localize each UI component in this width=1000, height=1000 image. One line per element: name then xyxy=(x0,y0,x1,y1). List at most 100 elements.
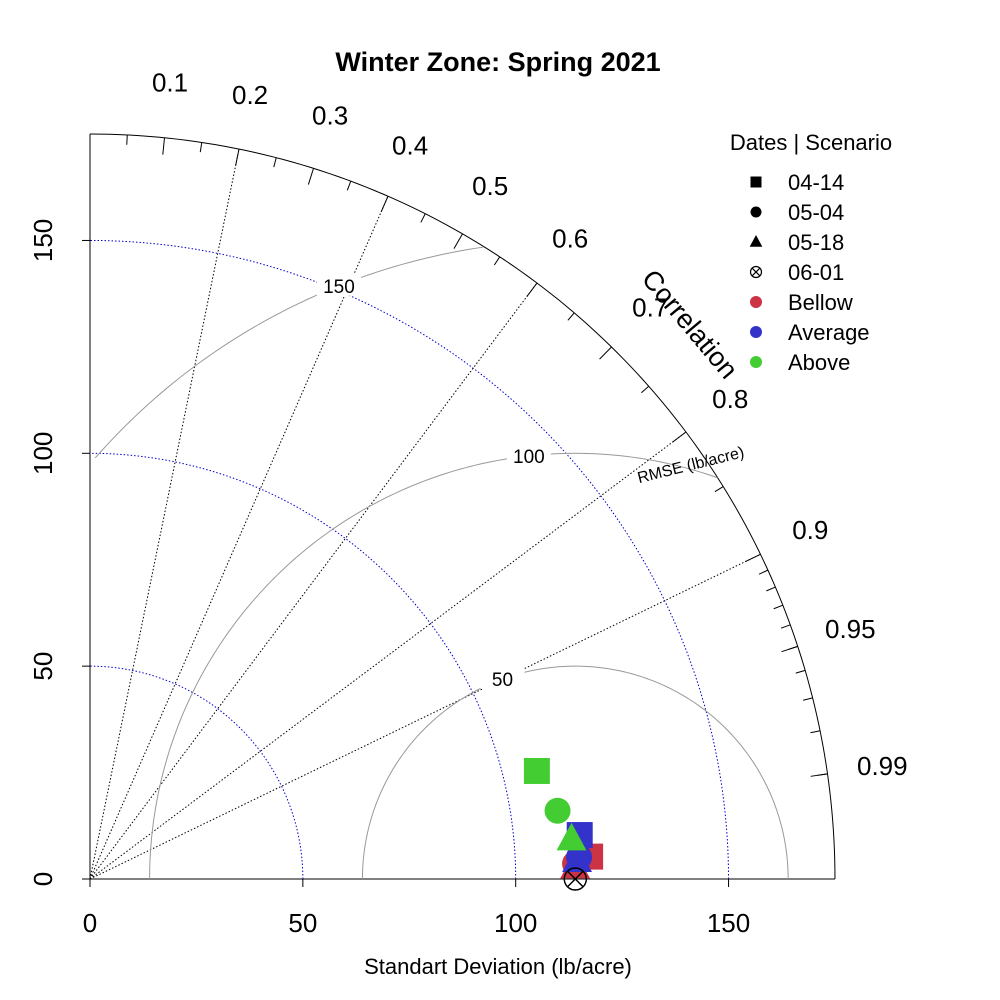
correlation-tick xyxy=(453,233,463,249)
legend-label: 06-01 xyxy=(788,260,844,285)
rmse-contour xyxy=(361,665,789,880)
sd-circle xyxy=(89,452,517,880)
rmse-contour xyxy=(149,452,718,880)
legend-label: 04-14 xyxy=(788,170,844,195)
correlation-tick xyxy=(641,385,650,394)
correlation-tick xyxy=(235,148,240,166)
legend-marker xyxy=(750,296,762,308)
marker-cross xyxy=(751,267,761,277)
grid-layer xyxy=(82,133,836,887)
correlation-tick xyxy=(420,213,426,223)
legend-marker xyxy=(750,206,762,218)
legend-entry: Above xyxy=(750,350,850,375)
legend-entry: 05-04 xyxy=(750,200,844,225)
correlation-tick xyxy=(346,180,352,191)
data-point xyxy=(563,867,587,891)
correlation-tick xyxy=(803,697,813,701)
rmse-label: RMSE (lb/acre) xyxy=(636,444,746,487)
correlation-tick xyxy=(307,168,314,185)
correlation-label: 0.6 xyxy=(552,224,588,254)
legend-marker xyxy=(749,235,763,247)
point-layer xyxy=(523,757,604,891)
x-tick-label: 100 xyxy=(494,908,537,938)
y-tick-label: 0 xyxy=(28,872,58,886)
correlation-arc-label: Correlation xyxy=(636,264,744,384)
correlation-gridline xyxy=(89,431,687,880)
sd-circle xyxy=(89,665,304,880)
legend-marker xyxy=(750,176,762,188)
correlation-label: 0.3 xyxy=(312,101,348,131)
correlation-label: 0.7 xyxy=(632,292,668,322)
correlation-label: 0.9 xyxy=(792,515,828,545)
correlation-tick xyxy=(817,773,828,776)
text-layer: Winter Zone: Spring 2021 Standart Deviat… xyxy=(28,47,908,979)
legend-entry: Average xyxy=(750,320,870,345)
legend-entry: 05-18 xyxy=(749,230,844,255)
rmse-contour xyxy=(94,246,484,459)
correlation-label: 0.5 xyxy=(472,171,508,201)
correlation-tick xyxy=(744,553,761,563)
legend-marker xyxy=(750,326,762,338)
correlation-tick xyxy=(795,669,806,674)
x-tick-label: 0 xyxy=(83,908,97,938)
legend-marker xyxy=(750,356,762,368)
correlation-label: 0.4 xyxy=(392,130,428,160)
x-tick-label: 50 xyxy=(288,908,317,938)
y-tick-label: 100 xyxy=(28,432,58,475)
correlation-tick xyxy=(810,730,821,734)
rmse-contour-label: 50 xyxy=(492,670,513,691)
data-point xyxy=(544,797,571,824)
marker-ring xyxy=(563,867,587,891)
correlation-tick xyxy=(493,256,501,266)
correlation-tick xyxy=(526,282,538,297)
outer-arc xyxy=(89,133,836,880)
marker-cross xyxy=(566,870,584,888)
legend-marker xyxy=(749,265,763,279)
legend-title: Dates | Scenario xyxy=(730,130,892,155)
correlation-tick xyxy=(199,142,203,153)
legend-label: 05-18 xyxy=(788,230,844,255)
rmse-label-bg xyxy=(480,666,525,689)
legend-label: 05-04 xyxy=(788,200,844,225)
correlation-tick xyxy=(380,196,389,213)
correlation-tick xyxy=(567,312,575,321)
y-tick-label: 150 xyxy=(28,219,58,262)
legend-entry: 06-01 xyxy=(749,260,844,285)
rmse-label-bg xyxy=(506,443,551,466)
legend-label: Bellow xyxy=(788,290,853,315)
legend-label: Average xyxy=(788,320,870,345)
legend: Dates | Scenario 04-14 05-04 05-18 06-01 Bel… xyxy=(730,130,892,375)
correlation-gridline xyxy=(89,148,240,880)
x-axis-label: Standart Deviation (lb/acre) xyxy=(364,954,632,979)
correlation-tick xyxy=(788,645,798,650)
correlation-gridline xyxy=(89,196,389,880)
data-point xyxy=(562,844,593,872)
correlation-label: 0.8 xyxy=(712,384,748,414)
correlation-tick xyxy=(273,157,277,168)
correlation-tick xyxy=(672,431,687,443)
correlation-tick xyxy=(780,624,791,629)
correlation-tick xyxy=(773,604,784,610)
correlation-label: 0.1 xyxy=(152,68,188,98)
x-tick-label: 150 xyxy=(707,908,750,938)
correlation-tick xyxy=(714,486,724,493)
data-point xyxy=(523,757,550,784)
data-point xyxy=(556,822,587,851)
correlation-tick xyxy=(766,586,776,592)
correlation-label: 0.2 xyxy=(232,80,268,110)
correlation-label: 0.95 xyxy=(825,614,876,644)
correlation-tick xyxy=(162,137,165,155)
correlation-label: 0.99 xyxy=(857,751,908,781)
rmse-contour-label: 100 xyxy=(513,447,545,468)
legend-entry: Bellow xyxy=(750,290,853,315)
rmse-label-bg xyxy=(316,273,361,296)
correlation-tick xyxy=(758,569,769,575)
y-tick-label: 50 xyxy=(28,652,58,681)
chart-title: Winter Zone: Spring 2021 xyxy=(335,47,660,77)
correlation-gridline xyxy=(89,553,761,880)
rmse-contour-label: 150 xyxy=(323,277,355,298)
correlation-gridline xyxy=(89,282,538,880)
sd-circle xyxy=(89,239,730,880)
legend-label: Above xyxy=(788,350,850,375)
